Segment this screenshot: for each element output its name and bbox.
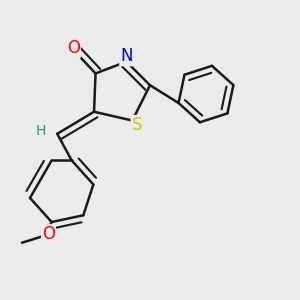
Text: S: S	[131, 116, 142, 134]
Text: N: N	[120, 47, 133, 65]
Text: H: H	[36, 124, 46, 138]
Text: O: O	[42, 225, 55, 243]
Text: O: O	[67, 39, 80, 57]
